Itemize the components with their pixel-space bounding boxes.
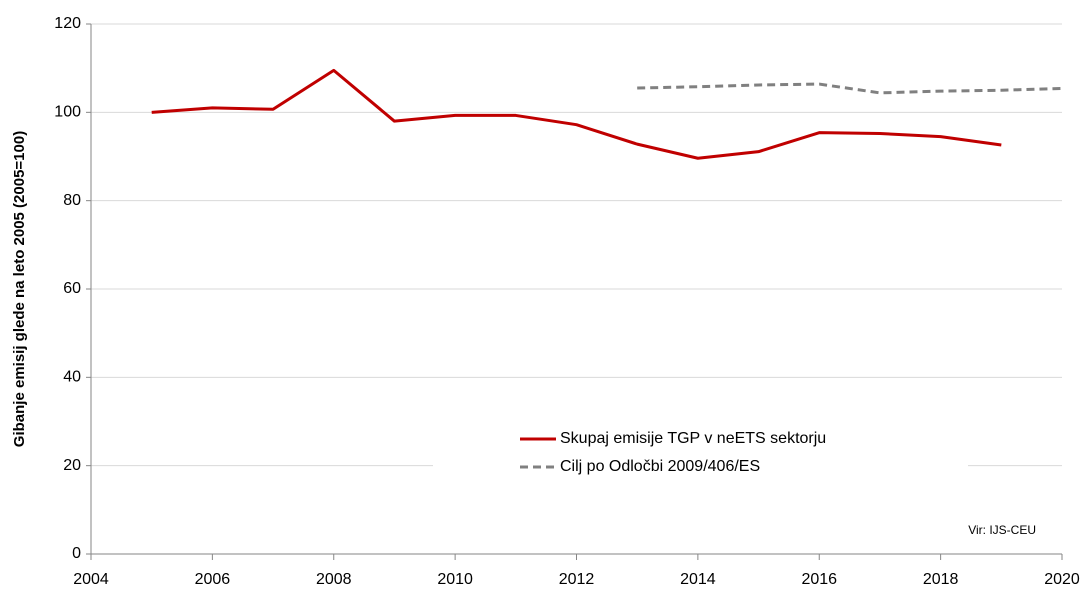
y-tick-label: 100 — [54, 104, 81, 121]
x-tick-label: 2014 — [680, 571, 716, 588]
x-tick-label: 2020 — [1044, 571, 1080, 588]
series-line — [637, 82, 1063, 95]
x-tick-label: 2008 — [316, 571, 352, 588]
x-tick-label: 2010 — [437, 571, 473, 588]
y-tick-label: 60 — [63, 280, 81, 297]
legend-box — [433, 423, 968, 485]
series-line — [151, 68, 1002, 160]
y-axis-label: Gibanje emisij glede na leto 2005 (2005=… — [11, 131, 28, 447]
legend-label: Cilj po Odločbi 2009/406/ES — [560, 458, 760, 475]
y-tick-label: 40 — [63, 369, 81, 386]
x-tick-label: 2018 — [923, 571, 959, 588]
annotation: Vir: IJS-CEU — [968, 523, 1036, 537]
legend-label: Skupaj emisije TGP v neETS sektorju — [560, 430, 826, 447]
x-tick-label: 2006 — [195, 571, 231, 588]
x-tick-label: 2004 — [73, 571, 109, 588]
y-tick-label: 0 — [72, 545, 81, 562]
x-tick-label: 2012 — [559, 571, 595, 588]
x-tick-label: 2016 — [801, 571, 837, 588]
y-tick-label: 120 — [54, 15, 81, 32]
y-tick-label: 20 — [63, 457, 81, 474]
y-tick-label: 80 — [63, 192, 81, 209]
